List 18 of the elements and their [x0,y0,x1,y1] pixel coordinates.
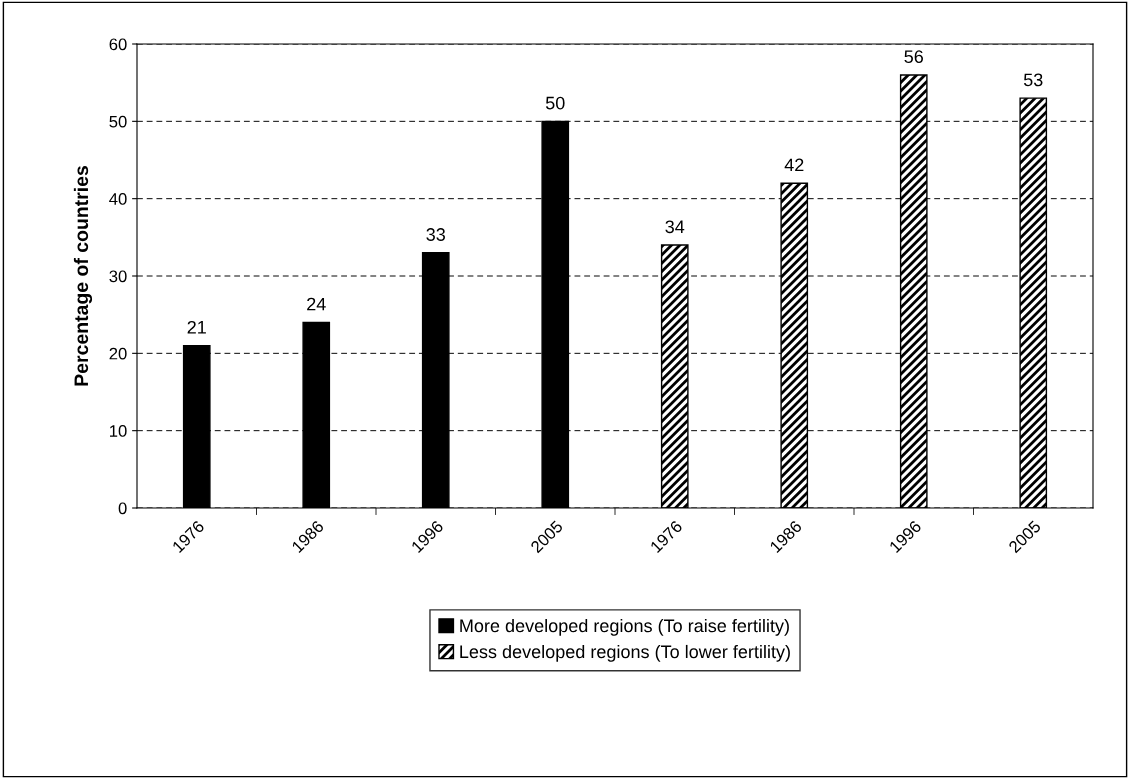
data-label: 50 [545,96,565,110]
y-tick-label: 60 [109,38,127,51]
data-label: 53 [1023,73,1043,87]
y-axis-title: Percentage of countries [73,166,93,386]
data-label: 42 [784,158,804,172]
y-tick-label: 20 [109,347,127,360]
legend-label: Less developed regions (To lower fertility) [460,644,790,662]
data-label: 33 [426,228,445,241]
data-label: 21 [187,320,206,334]
data-label: 34 [665,220,685,234]
y-tick-label: 50 [109,115,127,128]
data-label: 24 [307,297,326,311]
y-tick-label: 10 [110,425,127,437]
legend-label: More developed regions (To raise fertility) [460,618,789,636]
y-tick-label: 30 [109,270,127,283]
data-label: 56 [904,50,923,64]
y-tick-label: 0 [118,502,127,515]
y-tick-label: 40 [109,193,127,205]
